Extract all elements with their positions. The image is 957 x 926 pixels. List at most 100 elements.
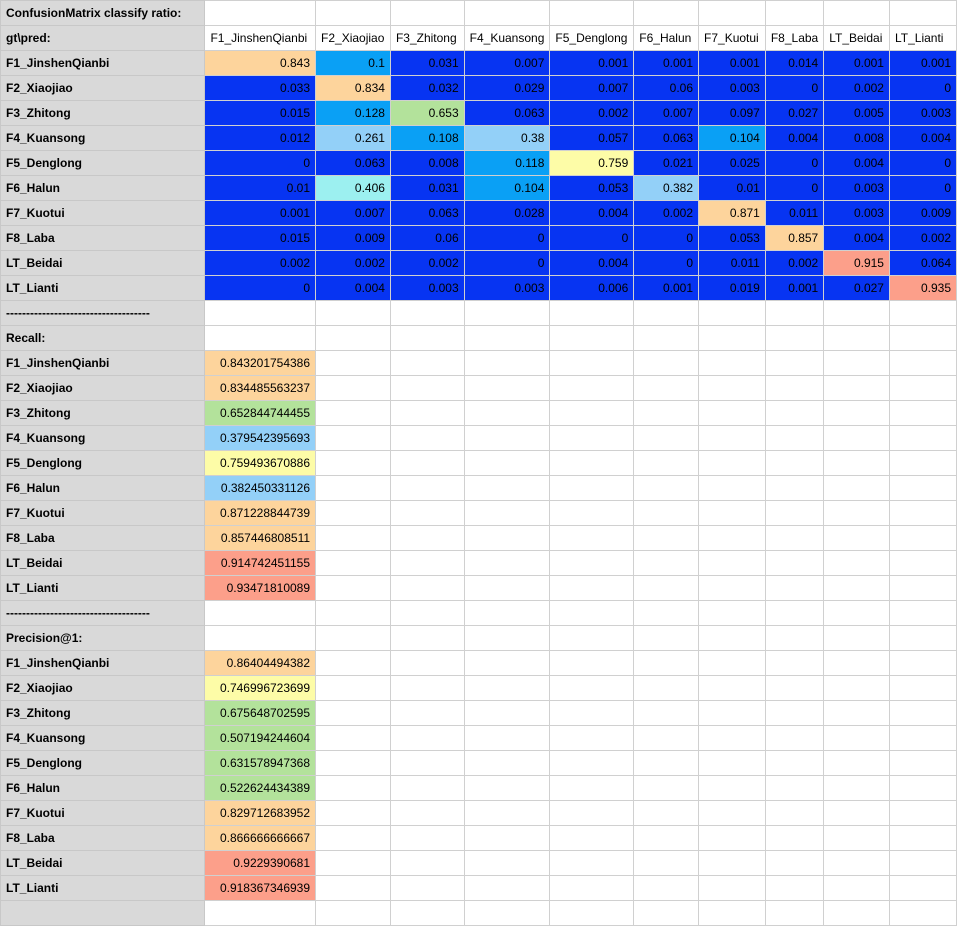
empty-cell[interactable]	[389, 825, 465, 851]
pred-class-header-cell[interactable]: LT_Lianti	[888, 25, 957, 51]
empty-cell[interactable]	[549, 0, 635, 26]
matrix-value-cell[interactable]: 0.06	[633, 75, 700, 101]
empty-cell[interactable]	[823, 450, 890, 476]
matrix-value-cell[interactable]: 0.004	[823, 225, 890, 251]
empty-cell[interactable]	[204, 600, 317, 626]
matrix-value-cell[interactable]: 0.025	[698, 150, 766, 176]
gt-class-label-cell[interactable]: F4_Kuansong	[0, 125, 206, 151]
pred-class-header-cell[interactable]: F6_Halun	[633, 25, 700, 51]
matrix-value-cell[interactable]: 0.002	[823, 75, 890, 101]
matrix-value-cell[interactable]: 0.001	[823, 50, 890, 76]
empty-cell[interactable]	[463, 575, 551, 601]
empty-cell[interactable]	[315, 600, 391, 626]
empty-cell[interactable]	[315, 725, 391, 751]
empty-cell[interactable]	[823, 475, 890, 501]
empty-cell[interactable]	[698, 650, 766, 676]
matrix-value-cell[interactable]: 0.029	[463, 75, 551, 101]
empty-cell[interactable]	[888, 800, 957, 826]
empty-cell[interactable]	[463, 475, 551, 501]
empty-cell[interactable]	[633, 650, 700, 676]
empty-cell[interactable]	[389, 0, 465, 26]
empty-cell[interactable]	[463, 900, 551, 926]
empty-cell[interactable]	[823, 400, 890, 426]
empty-cell[interactable]	[823, 550, 890, 576]
matrix-value-cell[interactable]: 0.004	[888, 125, 957, 151]
empty-cell[interactable]	[888, 600, 957, 626]
empty-cell[interactable]	[633, 775, 700, 801]
empty-cell[interactable]	[633, 575, 700, 601]
matrix-value-cell[interactable]: 0.003	[888, 100, 957, 126]
empty-cell[interactable]	[315, 375, 391, 401]
precision-class-label-cell[interactable]: F7_Kuotui	[0, 800, 206, 826]
recall-class-label-cell[interactable]: F2_Xiaojiao	[0, 375, 206, 401]
matrix-value-cell[interactable]: 0.006	[549, 275, 635, 301]
matrix-value-cell[interactable]: 0.004	[823, 150, 890, 176]
empty-cell[interactable]	[389, 450, 465, 476]
recall-class-label-cell[interactable]: F4_Kuansong	[0, 425, 206, 451]
matrix-value-cell[interactable]: 0	[633, 250, 700, 276]
matrix-value-cell[interactable]: 0.053	[549, 175, 635, 201]
empty-cell[interactable]	[463, 650, 551, 676]
empty-cell[interactable]	[698, 525, 766, 551]
matrix-value-cell[interactable]: 0.097	[698, 100, 766, 126]
empty-cell[interactable]	[698, 300, 766, 326]
empty-cell[interactable]	[633, 900, 700, 926]
empty-cell[interactable]	[698, 775, 766, 801]
precision-label-cell[interactable]: Precision@1:	[0, 625, 206, 651]
empty-cell[interactable]	[389, 650, 465, 676]
precision-class-label-cell[interactable]: F5_Denglong	[0, 750, 206, 776]
empty-cell[interactable]	[764, 375, 825, 401]
matrix-value-cell[interactable]: 0.031	[389, 50, 465, 76]
empty-cell[interactable]	[315, 325, 391, 351]
empty-cell[interactable]	[463, 700, 551, 726]
matrix-value-cell[interactable]: 0.104	[698, 125, 766, 151]
matrix-value-cell[interactable]: 0.001	[764, 275, 825, 301]
empty-cell[interactable]	[698, 375, 766, 401]
empty-cell[interactable]	[888, 650, 957, 676]
empty-cell[interactable]	[315, 900, 391, 926]
empty-cell[interactable]	[633, 625, 700, 651]
empty-cell[interactable]	[389, 775, 465, 801]
empty-cell[interactable]	[389, 700, 465, 726]
empty-cell[interactable]	[463, 450, 551, 476]
empty-cell[interactable]	[823, 875, 890, 901]
empty-cell[interactable]	[764, 600, 825, 626]
empty-cell[interactable]	[549, 850, 635, 876]
empty-cell[interactable]	[764, 475, 825, 501]
matrix-value-cell[interactable]: 0.057	[549, 125, 635, 151]
empty-cell[interactable]	[888, 350, 957, 376]
empty-cell[interactable]	[315, 300, 391, 326]
empty-cell[interactable]	[389, 675, 465, 701]
gt-class-label-cell[interactable]: F1_JinshenQianbi	[0, 50, 206, 76]
empty-cell[interactable]	[764, 825, 825, 851]
empty-cell[interactable]	[549, 325, 635, 351]
empty-cell[interactable]	[764, 0, 825, 26]
empty-cell[interactable]	[463, 0, 551, 26]
precision-class-label-cell[interactable]: F1_JinshenQianbi	[0, 650, 206, 676]
empty-cell[interactable]	[463, 800, 551, 826]
empty-cell[interactable]	[823, 600, 890, 626]
empty-cell[interactable]	[463, 375, 551, 401]
empty-cell[interactable]	[549, 425, 635, 451]
empty-cell[interactable]	[633, 750, 700, 776]
empty-cell[interactable]	[888, 525, 957, 551]
empty-cell[interactable]	[823, 650, 890, 676]
empty-cell[interactable]	[698, 350, 766, 376]
empty-cell[interactable]	[698, 875, 766, 901]
empty-cell[interactable]	[888, 550, 957, 576]
empty-cell[interactable]	[888, 625, 957, 651]
matrix-value-cell[interactable]: 0	[633, 225, 700, 251]
empty-cell[interactable]	[549, 800, 635, 826]
empty-cell[interactable]	[633, 825, 700, 851]
empty-cell[interactable]	[463, 325, 551, 351]
empty-cell[interactable]	[549, 650, 635, 676]
empty-cell[interactable]	[698, 900, 766, 926]
empty-cell[interactable]	[698, 850, 766, 876]
empty-cell[interactable]	[888, 425, 957, 451]
empty-cell[interactable]	[888, 850, 957, 876]
recall-value-cell[interactable]: 0.843201754386	[204, 350, 317, 376]
matrix-value-cell[interactable]: 0.06	[389, 225, 465, 251]
empty-cell[interactable]	[549, 525, 635, 551]
recall-class-label-cell[interactable]: F6_Halun	[0, 475, 206, 501]
matrix-value-cell[interactable]: 0.011	[764, 200, 825, 226]
